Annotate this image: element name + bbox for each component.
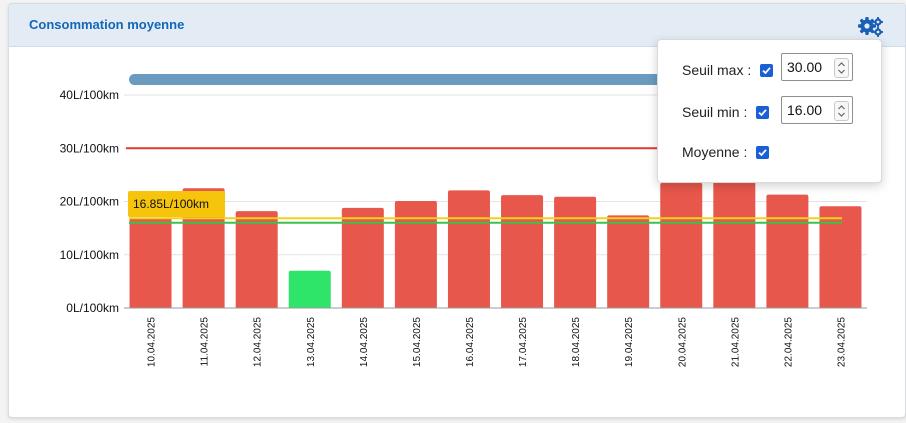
x-tick-label: 17.04.2025 <box>518 317 529 367</box>
check-icon <box>762 66 771 74</box>
x-tick-label: 23.04.2025 <box>836 317 847 367</box>
average-checkbox[interactable] <box>756 145 770 159</box>
check-icon <box>758 148 768 156</box>
bar <box>341 207 384 308</box>
range-bar <box>129 74 689 85</box>
bar <box>660 182 703 308</box>
spinner-arrows-icon <box>838 105 845 117</box>
bar <box>235 211 278 308</box>
bar <box>819 206 862 308</box>
spinner-arrows-icon <box>838 62 845 74</box>
card-title: Consommation moyenne <box>29 17 185 32</box>
max-threshold-checkbox[interactable] <box>760 63 774 77</box>
card-header: Consommation moyenne <box>9 4 905 47</box>
y-tick-label: 20L/100km <box>60 195 119 209</box>
average-label-text: 16.85L/100km <box>133 197 210 211</box>
bar <box>501 195 544 308</box>
bar <box>607 215 650 308</box>
check-icon <box>758 108 768 116</box>
consumption-chart: 0L/100km 10L/100km 20L/100km 30L/100km 40L/1… <box>60 74 867 367</box>
y-tick-label: 30L/100km <box>60 141 119 155</box>
y-tick-label: 0L/100km <box>66 301 119 315</box>
x-tick-label: 11.04.2025 <box>200 317 211 367</box>
gears-icon[interactable] <box>857 16 885 38</box>
x-tick-label: 19.04.2025 <box>624 317 635 367</box>
bar <box>766 194 809 308</box>
min-threshold-checkbox[interactable] <box>756 105 770 119</box>
x-tick-label: 13.04.2025 <box>306 317 317 367</box>
bar <box>713 180 756 308</box>
max-threshold-row: Seuil max : <box>682 55 774 85</box>
average-toggle-label: Moyenne : <box>682 144 748 160</box>
min-threshold-input[interactable]: 16.00 <box>781 96 853 124</box>
y-tick-label: 10L/100km <box>60 248 119 262</box>
bar <box>288 270 331 308</box>
x-tick-label: 14.04.2025 <box>359 317 370 367</box>
max-threshold-label: Seuil max : <box>682 62 752 78</box>
min-threshold-label: Seuil min : <box>682 104 748 120</box>
y-tick-label: 40L/100km <box>60 88 119 102</box>
max-threshold-value: 30.00 <box>787 59 823 75</box>
x-tick-label: 12.04.2025 <box>253 317 264 367</box>
min-threshold-row: Seuil min : <box>682 97 770 127</box>
bar <box>129 218 172 308</box>
min-threshold-spinner[interactable] <box>834 101 849 121</box>
x-tick-label: 10.04.2025 <box>147 317 158 367</box>
settings-popover: Seuil max : 30.00 Seuil min : 16.00 Moye… <box>657 39 882 183</box>
x-tick-label: 21.04.2025 <box>730 317 741 367</box>
max-threshold-input[interactable]: 30.00 <box>781 53 853 81</box>
bar <box>554 196 597 308</box>
bar <box>447 190 490 308</box>
average-label: 16.85L/100km <box>128 191 225 217</box>
x-tick-label: 16.04.2025 <box>465 317 476 367</box>
x-tick-label: 15.04.2025 <box>412 317 423 367</box>
bar <box>394 200 437 308</box>
max-threshold-spinner[interactable] <box>834 58 849 78</box>
min-threshold-value: 16.00 <box>787 102 823 118</box>
x-tick-label: 22.04.2025 <box>783 317 794 367</box>
x-tick-label: 20.04.2025 <box>677 317 688 367</box>
x-tick-label: 18.04.2025 <box>571 317 582 367</box>
average-row: Moyenne : <box>682 137 770 167</box>
